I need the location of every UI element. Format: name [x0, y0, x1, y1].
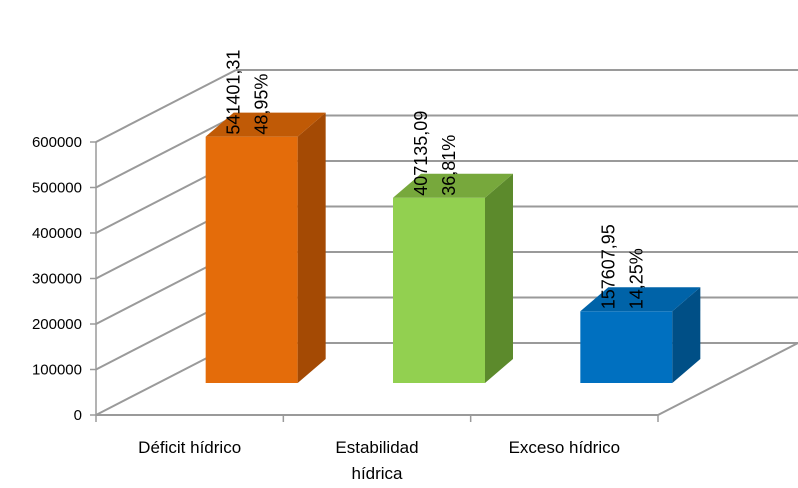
bar-side — [672, 287, 701, 383]
y-tick-label: 500000 — [32, 180, 82, 197]
data-label-percent: 48,95% — [252, 74, 272, 135]
floor-right-edge — [657, 342, 798, 416]
data-label-value: 407135,09 — [411, 111, 431, 196]
category-label: Déficit hídrico — [138, 438, 241, 457]
data-label: 407135,09 36,81% — [411, 111, 459, 196]
bar-top — [580, 287, 701, 312]
data-label-percent: 36,81% — [439, 135, 459, 196]
bar-top — [205, 112, 326, 137]
y-tick-label: 300000 — [32, 271, 82, 288]
y-tick-label: 0 — [74, 407, 82, 424]
data-label: 157607,95 14,25% — [598, 224, 646, 309]
data-label: 541401,31 48,95% — [224, 50, 272, 135]
data-label-percent: 14,25% — [626, 248, 646, 309]
category-label: Estabilidad — [335, 438, 418, 457]
y-tick-label: 100000 — [32, 362, 82, 379]
bar-side — [297, 112, 326, 383]
data-label-value: 157607,95 — [598, 224, 618, 309]
y-tick-label: 200000 — [32, 316, 82, 333]
bar-side — [485, 173, 513, 383]
gridline-slant — [95, 69, 237, 143]
gridline-slant — [95, 114, 237, 189]
category-label: hídrica — [351, 464, 403, 483]
data-label-value: 541401,31 — [224, 50, 244, 135]
bar-top — [393, 173, 513, 198]
y-tick-label: 400000 — [32, 225, 82, 242]
y-tick-label: 600000 — [32, 134, 82, 151]
bar-front — [205, 136, 298, 383]
bar-front — [393, 197, 485, 383]
category-label: Exceso hídrico — [509, 438, 621, 457]
bar-front — [580, 311, 673, 383]
